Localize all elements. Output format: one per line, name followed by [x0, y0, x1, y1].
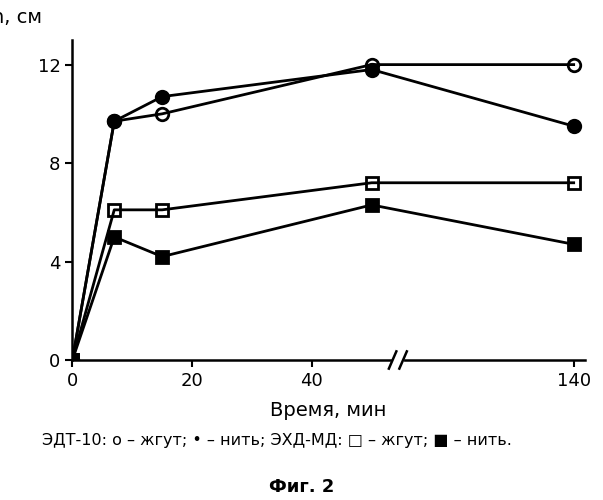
Text: Фиг. 2: Фиг. 2	[269, 478, 334, 496]
Y-axis label: h, см: h, см	[0, 8, 42, 27]
Text: ЭДТ-10: о – жгут; • – нить; ЭХД-МД: □ – жгут; ■ – нить.: ЭДТ-10: о – жгут; • – нить; ЭХД-МД: □ – …	[42, 432, 512, 448]
X-axis label: Время, мин: Время, мин	[271, 401, 387, 420]
